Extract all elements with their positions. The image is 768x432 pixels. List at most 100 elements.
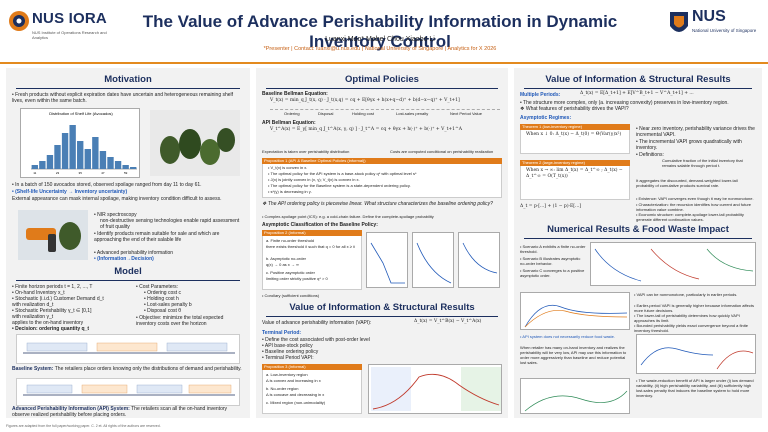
corollary: • Corollary (sufficient conditions) [262,293,320,298]
num-left-1: • Scenario B illustrates asymptotic no-o… [520,256,581,266]
insight-0: • Existence: VAPI converges even though … [636,196,754,201]
model-left-5: with realization γ_t [12,314,54,320]
left-logo-text: NUS IORA [32,10,107,27]
cost-1: • Holding cost h [144,296,179,302]
api-desc: Advanced Perishability Information (API)… [12,406,244,418]
api-timeline [16,378,240,406]
scenario-plots-svg [594,248,754,282]
tick-35: 35 [79,171,83,175]
policy-plot-c [458,232,500,288]
bar-19 [46,155,54,169]
poster-header: NUS IORA NUS Institute of Operations Res… [0,0,768,62]
num-right-0: • VAPI can be nonmonotone, particularly … [634,292,738,297]
prop3-line-4: c. Mixed region (non-unimodality) [266,400,326,405]
terminal-1: • API base-stock policy [262,343,313,349]
terminal-vapi-svg [371,367,501,411]
poster-title: The Value of Advance Perishability Infor… [142,12,618,51]
complex-spoilage: • Complex-spoilage point (ICS): e.g. a c… [262,214,434,219]
baseline-bellman-eq: V_t(x) = min_q J_t(x, q) · J_t(x,q) = cq… [270,98,500,110]
right-note-0: • Near zero inventory, perishability var… [636,126,755,139]
baseline-timeline-svg [23,342,235,354]
motivation-p1: • Fresh products without explicit expira… [12,92,234,105]
left-logo-sub: NUS Institute of Operations Research and… [32,30,107,40]
baseline-label: Baseline System: [12,366,54,372]
model-rule [16,280,240,281]
right-logo-text: NUS [692,8,726,25]
prop2-line-2: b. Asymptotic no-order [266,256,307,261]
num-left-2: • Scenario C converges to a positive asy… [520,268,585,278]
cost-3: • Disposal cost θ [144,308,182,314]
model-left-3: with realization d_t [12,302,54,308]
vapi-eq: Δ_t(x) = V_t^B(x) − V_t^A(x) [414,319,482,324]
prop2-line-3: q(x) → 0 as x → ∞ [266,262,299,267]
multi-head: Multiple Periods: [520,92,561,98]
model-left-0: • Finite horizon periods t = 1, 2, ..., … [12,284,93,290]
shelf-life-chart: Distribution of Shelf Life (Avocados) 11 2… [20,108,140,178]
defs-0: Cumulative fraction of the initial inven… [662,158,743,168]
tick-47: 47 [101,171,105,175]
nus-crest-icon [670,12,688,32]
waste-bars-svg [524,390,628,412]
prop3-line-1: Δ is convex and increasing in x [266,378,321,383]
poster-affiliation: *Presenter | Contact: luanxi@u.nus.edu |… [263,46,497,52]
prop3-line-0: a. Low-inventory region [266,372,308,377]
lbl-next-value: Next Period Value [450,111,482,116]
tick-23: 23 [56,171,60,175]
recursion-eq: Δ_t = p·[...] + (1 − p)·E[...] [520,204,582,209]
poster-authors: Luanxi Mao* Mabel Chou Xiaobo Li [325,36,435,43]
numerical-rule [524,238,752,239]
baseline-text: The retailers place orders knowing only … [54,366,242,372]
baseline-timeline [16,334,240,364]
bar-43 [92,137,99,169]
multi-1: ❖ What features of perishability drives … [520,106,629,112]
bottom-left-0: • API system does not necessarily reduce… [520,334,616,339]
terminal-3: • Terminal Period VAPI: [262,355,314,361]
value-right-rule [524,88,752,89]
asym-regimes-head: Asymptotic Regimes: [520,115,572,121]
thm1-head: Theorem 1 (low-inventory regime) [520,124,630,130]
right-note-1: • The incremental VAPI grows quadratical… [636,139,742,152]
optimal-rule [266,88,498,89]
terminal-0: • Define the cost associated with post-o… [262,337,370,343]
model-left-6: applies to the on-hand inventory [12,320,84,326]
cost-params-head: • Cost Parameters: [136,284,179,290]
prop2-line-4: c. Positive asymptotic order [266,270,315,275]
api-bellman-head: API Bellman Equation: [262,120,316,126]
defs-head: • Definitions: [636,152,664,158]
bottom-right-0: • The waste-reduction benefit of API is … [636,378,754,398]
api-question: ❖ The API ordering policy is piecewise l… [262,201,493,207]
multi-eq: Δ_t(x) = E[Δ_t+1] + E[V^B_t+1 − V^A_t+1]… [580,91,694,96]
prop3-line-3: Δ is concave and decreasing in x [266,392,325,397]
prop1-line-0: • V_t(x) is convex in x. [268,165,308,170]
numerical-title: Numerical Results & Food Waste Impact [547,224,729,235]
right-logo-sub: National University of Singapore [692,28,757,33]
prop1-line-1: • The optimal policy for the API system … [268,171,417,176]
api-text: The retailers scan all the on-hand inven… [12,406,228,419]
poster-footer: Figures are adapted from the full paper/… [6,424,161,428]
bar-59 [122,165,129,169]
api-label: Advanced Perishability Information (API)… [12,406,130,412]
value-mid-title: Value of Information & Structural Result… [289,302,475,313]
vapi-period-plots [520,292,630,330]
num-right-1: • Earlier-period VAPI is generally highe… [634,303,754,313]
iora-mark-icon [9,11,29,31]
motivation-p2: • In a batch of 150 avocados stored, obs… [12,182,202,188]
model-left-7: • Decision: ordering quantity q_t [12,326,90,332]
prop1-line-3: • The optimal policy for the Baseline sy… [268,183,411,188]
policy-plot-c-svg [462,242,498,274]
shelf-life-bar-svg: Distribution of Shelf Life (Avocados) 11 2… [31,111,137,175]
terminal-2: • Baseline ordering policy [262,349,319,355]
lbl-disposal: Disposal [318,111,334,116]
policy-plot-a [366,232,408,288]
prop1-line-4: • s*(γ) is decreasing in γ. [268,189,312,194]
thm1-eq: When x ↓ 0: Δ_t(x) − Δ_t(0) = Θ(Var(γ)x²… [526,132,622,137]
baseline-desc: Baseline System: The retailers place ord… [12,366,244,372]
optimal-title: Optimal Policies [345,74,419,85]
api-timeline-svg [23,384,235,396]
num-right-2: • The lower-tail of perishability determ… [634,313,740,323]
bar-55 [114,161,122,169]
model-left-4: • Stochastic Perishability γ_t ∈ [0,1] [12,308,92,314]
bar-11 [31,165,38,169]
bar-47 [99,151,107,169]
num-left-0: • Scenario A exhibits a finite no-order … [520,244,586,254]
